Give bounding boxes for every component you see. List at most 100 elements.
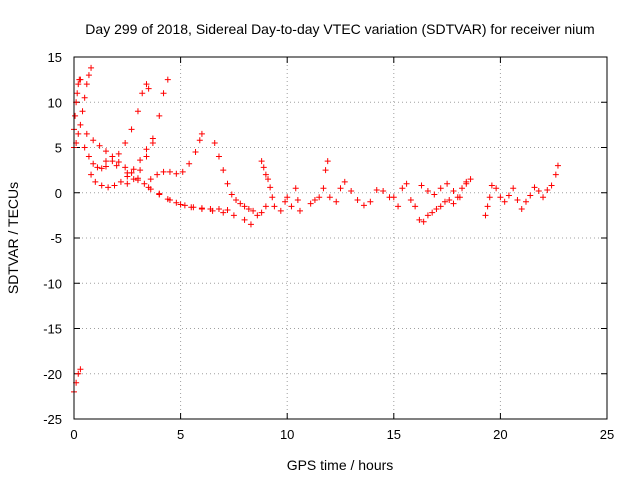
data-point	[380, 187, 387, 194]
data-point	[322, 167, 329, 174]
data-point	[258, 158, 265, 165]
data-point	[75, 81, 82, 88]
data-point	[258, 209, 265, 216]
data-point	[75, 130, 82, 137]
data-point	[220, 209, 227, 216]
data-point	[237, 200, 244, 207]
data-point	[399, 185, 406, 192]
data-point	[143, 153, 150, 160]
data-point	[164, 76, 171, 83]
data-points	[71, 64, 561, 395]
data-point	[85, 153, 92, 160]
data-point	[288, 203, 295, 210]
series-arc-q	[418, 180, 470, 201]
data-point	[437, 203, 444, 210]
data-point	[429, 209, 436, 216]
data-point	[147, 176, 154, 183]
data-point	[446, 196, 453, 203]
data-point	[179, 168, 186, 175]
data-point	[198, 206, 205, 213]
y-tick-label: -10	[43, 276, 62, 291]
grid-lines	[74, 57, 607, 419]
series-arc-h	[147, 130, 205, 183]
data-point	[254, 212, 261, 219]
data-point	[122, 164, 129, 171]
y-tick-label: 15	[48, 50, 62, 65]
data-point	[77, 76, 84, 83]
data-point	[241, 216, 248, 223]
data-point	[90, 137, 97, 144]
data-point	[154, 171, 161, 178]
data-point	[79, 108, 86, 115]
data-point	[450, 187, 457, 194]
data-point	[467, 176, 474, 183]
data-point	[198, 130, 205, 137]
x-tick-label: 15	[387, 427, 401, 442]
data-point	[230, 212, 237, 219]
data-point	[143, 81, 150, 88]
data-point	[134, 177, 141, 184]
data-point	[98, 165, 105, 172]
data-point	[284, 194, 291, 201]
data-point	[85, 72, 92, 79]
y-tick-label: -25	[43, 412, 62, 427]
data-point	[211, 139, 218, 146]
data-point	[160, 168, 167, 175]
data-point	[109, 153, 116, 160]
axis-ticks: 0 5 10 15 20 25 -25 -20 -15 -10 -5 0 5 10 15	[43, 50, 614, 442]
series-arc-j	[211, 139, 269, 219]
data-point	[360, 202, 367, 209]
data-point	[115, 158, 122, 165]
data-point	[90, 160, 97, 167]
data-point	[527, 192, 534, 199]
x-tick-label: 25	[600, 427, 614, 442]
data-point	[72, 112, 79, 119]
data-point	[83, 130, 90, 137]
series-arc-b	[71, 76, 84, 133]
data-point	[102, 148, 109, 155]
data-point	[552, 171, 559, 178]
data-point	[294, 196, 301, 203]
series-arc-l	[267, 184, 295, 214]
y-tick-label: 10	[48, 95, 62, 110]
data-point	[307, 200, 314, 207]
data-point	[505, 192, 512, 199]
data-point	[412, 203, 419, 210]
data-point	[548, 182, 555, 189]
data-point	[215, 153, 222, 160]
data-point	[420, 218, 427, 225]
data-point	[403, 180, 410, 187]
data-point	[102, 163, 109, 170]
data-point	[277, 207, 284, 214]
data-point	[510, 185, 517, 192]
series-arc-m	[292, 158, 331, 214]
data-point	[156, 190, 163, 197]
data-point	[139, 90, 146, 97]
data-point	[94, 164, 101, 171]
data-point	[260, 164, 267, 171]
chart-title: Day 299 of 2018, Sidereal Day-to-day VTE…	[85, 21, 594, 37]
data-point	[181, 202, 188, 209]
data-point	[149, 139, 156, 146]
data-point	[486, 194, 493, 201]
data-point	[316, 194, 323, 201]
data-point	[390, 194, 397, 201]
data-point	[488, 182, 495, 189]
data-point	[311, 196, 318, 203]
data-point	[267, 184, 274, 191]
data-point	[145, 85, 152, 92]
data-point	[192, 149, 199, 156]
x-tick-label: 5	[177, 427, 184, 442]
data-point	[320, 185, 327, 192]
data-point	[540, 194, 547, 201]
x-tick-label: 10	[280, 427, 294, 442]
data-point	[348, 187, 355, 194]
data-point	[81, 94, 88, 101]
data-point	[75, 370, 82, 377]
data-point	[424, 212, 431, 219]
data-point	[482, 212, 489, 219]
data-point	[115, 150, 122, 157]
series-arc-i	[102, 158, 254, 228]
data-point	[437, 185, 444, 192]
data-point	[431, 191, 438, 198]
